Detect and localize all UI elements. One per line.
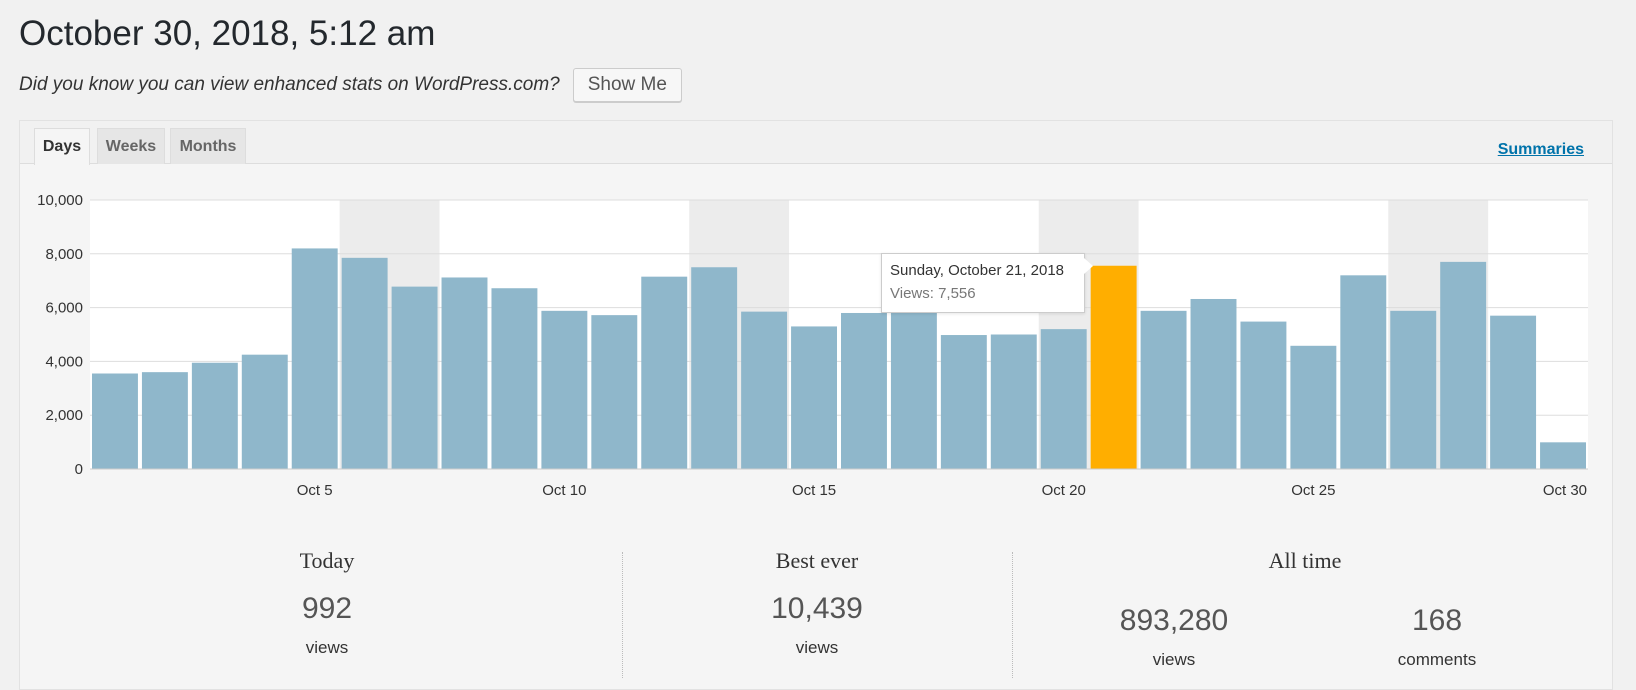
stat-best-heading: Best ever xyxy=(775,548,859,573)
promo-bar: Did you know you can view enhanced stats… xyxy=(19,68,682,102)
bar xyxy=(1190,298,1237,469)
bar xyxy=(741,311,788,469)
bar-highlighted xyxy=(1090,265,1137,469)
stat-all-time-comments: 168 comments xyxy=(1357,586,1517,670)
x-tick-label: Oct 25 xyxy=(1291,482,1335,499)
tooltip-views: Views: 7,556 xyxy=(890,285,976,302)
tab-days[interactable]: Days xyxy=(34,128,90,165)
stat-all-time-heading: All time xyxy=(1268,548,1342,573)
bar xyxy=(591,315,638,469)
bar xyxy=(1440,261,1487,469)
stat-best-value: 10,439 xyxy=(771,592,863,625)
x-tick-label: Oct 10 xyxy=(542,482,586,499)
bar xyxy=(791,326,837,469)
tab-months[interactable]: Months xyxy=(170,128,246,164)
promo-text: Did you know you can view enhanced stats… xyxy=(19,74,560,95)
page-title: October 30, 2018, 5:12 am xyxy=(19,14,436,53)
stat-all-time-comments-unit: comments xyxy=(1397,650,1477,669)
y-tick-label: 0 xyxy=(75,461,83,478)
stat-all-time-views-unit: views xyxy=(1152,650,1196,669)
stat-today-unit: views xyxy=(305,638,349,657)
bar xyxy=(1490,315,1537,469)
views-chart: 0 2,000 4,000 6,000 8,000 10,000 Oct 5 Oct 10 Oc… xyxy=(37,192,1588,499)
y-tick-label: 10,000 xyxy=(37,192,83,209)
bar xyxy=(641,276,688,469)
bar xyxy=(241,354,288,469)
bar xyxy=(541,310,588,469)
x-tick-label: Oct 30 xyxy=(1543,482,1587,499)
bar xyxy=(92,373,138,469)
x-tick-label: Oct 20 xyxy=(1042,482,1086,499)
bar xyxy=(491,288,538,469)
stat-today-heading: Today xyxy=(299,548,355,573)
stat-all-time-views: 893,280 views xyxy=(1094,586,1254,670)
bar xyxy=(141,372,188,469)
bar xyxy=(341,257,388,469)
stat-all-time-comments-value: 168 xyxy=(1411,604,1463,637)
bar xyxy=(1040,329,1087,469)
y-tick-label: 2,000 xyxy=(45,407,83,424)
bar xyxy=(391,286,438,469)
bar xyxy=(890,312,937,469)
bar xyxy=(441,277,488,469)
stat-divider xyxy=(1012,552,1013,678)
x-tick-label: Oct 5 xyxy=(297,482,333,499)
bar xyxy=(1340,275,1387,469)
chart-tooltip: Sunday, October 21, 2018 Views: 7,556 xyxy=(881,253,1093,313)
bar xyxy=(1240,321,1287,469)
stat-best-ever: Best ever 10,439 views xyxy=(737,548,897,658)
stat-today-value: 992 xyxy=(301,592,353,625)
stat-best-unit: views xyxy=(795,638,839,657)
y-tick-label: 6,000 xyxy=(45,300,83,317)
stat-today: Today 992 views xyxy=(247,548,407,658)
stat-all-time-heading-col: All time xyxy=(1225,548,1385,574)
bar xyxy=(990,334,1037,469)
y-tick-label: 8,000 xyxy=(45,246,83,263)
y-tick-label: 4,000 xyxy=(45,353,83,370)
tab-weeks[interactable]: Weeks xyxy=(97,128,165,164)
bar xyxy=(1540,442,1586,469)
bar xyxy=(1390,310,1437,469)
tooltip-title: Sunday, October 21, 2018 xyxy=(890,262,1065,279)
stat-all-time-views-value: 893,280 xyxy=(1119,604,1229,637)
bar xyxy=(841,312,887,469)
show-me-button[interactable]: Show Me xyxy=(572,68,682,102)
period-tabs: Days Weeks Months Summaries xyxy=(20,121,1612,165)
bar xyxy=(691,267,738,469)
bar xyxy=(291,248,338,469)
bar xyxy=(1290,345,1337,469)
stat-divider xyxy=(622,552,623,678)
bar xyxy=(191,362,238,469)
bar xyxy=(940,335,987,469)
x-tick-label: Oct 15 xyxy=(792,482,836,499)
bar xyxy=(1140,310,1187,469)
summaries-link[interactable]: Summaries xyxy=(1497,141,1584,158)
